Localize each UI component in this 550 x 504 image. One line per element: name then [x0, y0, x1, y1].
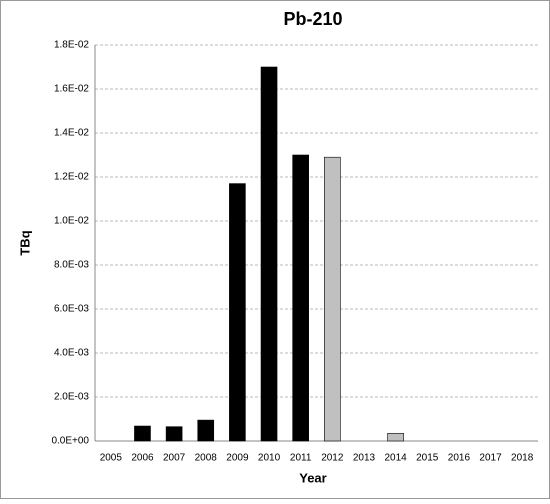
bar	[229, 183, 246, 442]
x-tick-label: 2014	[384, 453, 407, 464]
x-tick-label: 2006	[131, 453, 154, 464]
x-tick-label: 2007	[163, 453, 186, 464]
x-tick-label: 2018	[511, 453, 534, 464]
y-tick-label: 8.0E-03	[54, 260, 89, 271]
bar	[260, 66, 278, 442]
bar	[134, 425, 151, 442]
y-tick-label: 2.0E-03	[54, 392, 89, 403]
y-tick-label: 6.0E-03	[54, 304, 89, 315]
bar	[324, 156, 341, 442]
y-tick-label: 0.0E+00	[51, 436, 89, 447]
x-tick-label: 2008	[195, 453, 218, 464]
x-tick-label: 2013	[353, 453, 376, 464]
y-axis-label: TBq	[17, 230, 32, 255]
y-tick-label: 1.8E-02	[54, 40, 89, 51]
x-tick-label: 2005	[100, 453, 123, 464]
x-tick-label: 2009	[226, 453, 249, 464]
y-tick-label: 1.6E-02	[54, 84, 89, 95]
x-tick-label: 2015	[416, 453, 439, 464]
x-axis-label: Year	[299, 470, 326, 485]
bar	[387, 432, 404, 442]
bar	[165, 426, 183, 442]
y-tick-label: 4.0E-03	[54, 348, 89, 359]
x-tick-label: 2011	[290, 453, 312, 464]
bar	[292, 154, 309, 442]
x-tick-label: 2010	[258, 453, 281, 464]
x-tick-label: 2012	[321, 453, 344, 464]
bar	[197, 419, 215, 442]
y-tick-label: 1.4E-02	[54, 128, 89, 139]
y-tick-label: 1.2E-02	[54, 172, 89, 183]
y-tick-label: 1.0E-02	[54, 216, 89, 227]
x-tick-label: 2016	[448, 453, 471, 464]
x-tick-label: 2017	[479, 453, 502, 464]
chart-title: Pb-210	[283, 9, 342, 29]
